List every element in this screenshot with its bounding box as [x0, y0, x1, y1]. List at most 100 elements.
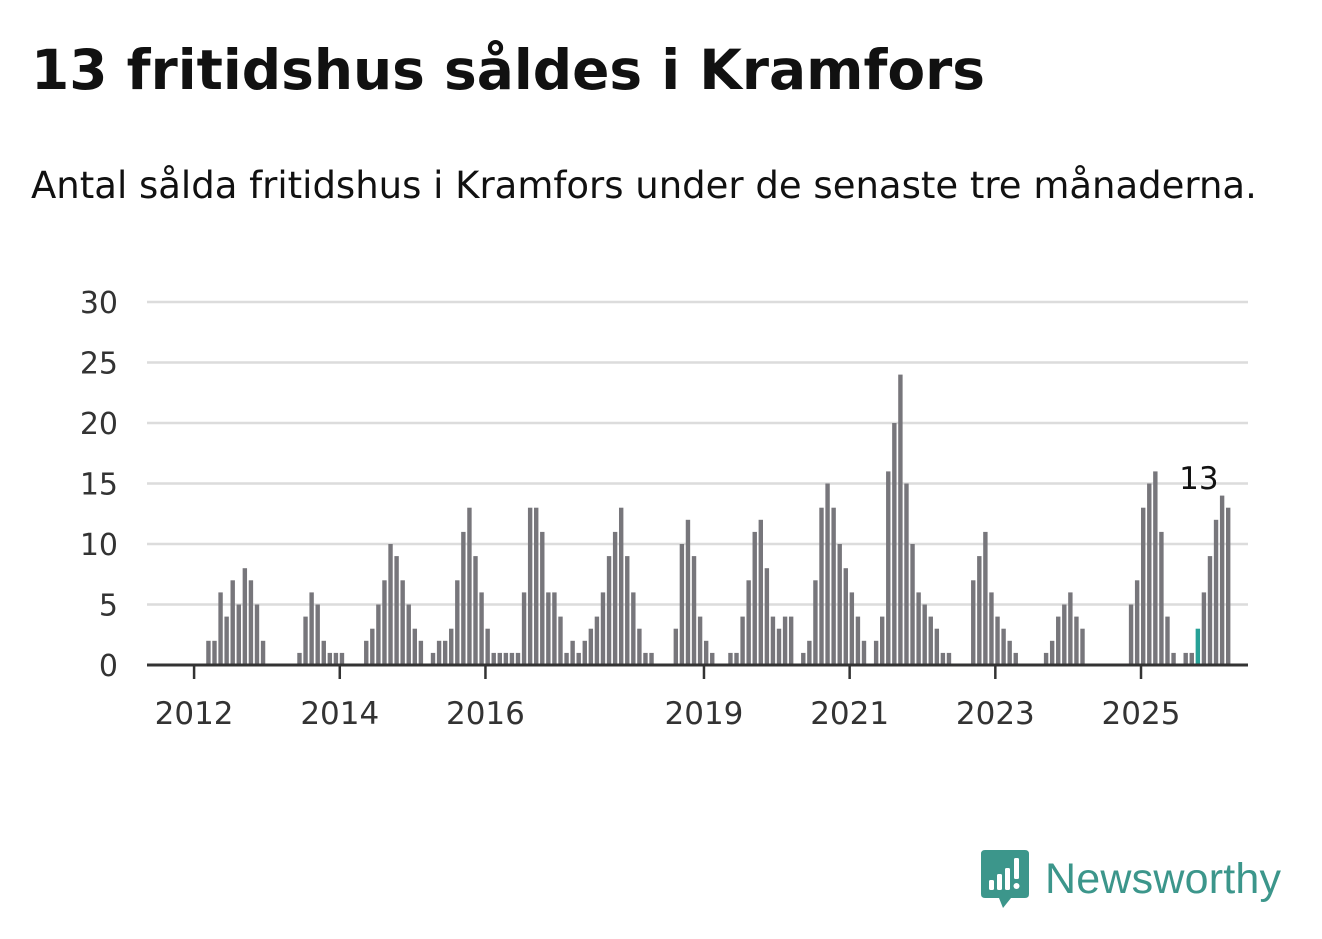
bar — [631, 592, 636, 665]
bar — [1068, 592, 1073, 665]
bar — [1201, 592, 1207, 665]
bar — [479, 592, 484, 665]
x-tick-label: 2021 — [810, 696, 889, 732]
bar — [819, 507, 824, 665]
bar — [406, 604, 411, 665]
bar — [971, 580, 976, 665]
bar — [746, 580, 751, 665]
bar — [436, 640, 442, 665]
bar — [983, 531, 988, 665]
bar — [649, 652, 654, 665]
y-tick-label: 20 — [80, 407, 118, 442]
x-tick-label: 2016 — [446, 696, 525, 732]
bar — [1141, 507, 1146, 665]
bar — [418, 640, 424, 665]
bar — [412, 628, 418, 665]
bar — [673, 628, 679, 665]
bar — [606, 556, 612, 665]
bar — [370, 628, 375, 665]
bar — [521, 592, 527, 665]
bar — [940, 652, 946, 665]
bar — [916, 592, 921, 665]
bar — [382, 580, 387, 665]
bar — [1013, 652, 1018, 665]
bar — [752, 531, 757, 665]
bar — [473, 556, 478, 665]
bar — [697, 616, 703, 665]
bar — [855, 616, 861, 665]
bar — [558, 616, 563, 665]
bar — [776, 628, 782, 665]
bar — [224, 616, 229, 665]
value-annotation: 13 — [1179, 461, 1218, 497]
bar — [922, 604, 927, 665]
bar — [643, 652, 648, 665]
bar — [242, 568, 248, 665]
bar — [1007, 640, 1012, 665]
bar — [564, 652, 569, 665]
bar — [388, 544, 393, 665]
bar — [831, 507, 836, 665]
bar — [600, 592, 606, 665]
bar — [509, 652, 515, 665]
bar — [527, 507, 533, 665]
bar — [1219, 495, 1225, 665]
bar — [837, 544, 842, 665]
x-tick-label: 2019 — [665, 696, 744, 732]
bar — [637, 628, 642, 665]
bar — [485, 628, 490, 665]
bar — [546, 592, 551, 665]
bar — [770, 616, 776, 665]
bar — [861, 640, 867, 665]
bar — [886, 471, 891, 665]
bars — [206, 374, 1231, 665]
bar — [1225, 507, 1231, 665]
bar — [625, 556, 630, 665]
bar — [297, 652, 302, 665]
bar — [825, 483, 830, 665]
newsworthy-logo-icon — [981, 850, 1029, 908]
bar — [892, 423, 897, 665]
bar — [685, 519, 691, 665]
bar — [1134, 580, 1140, 665]
bar — [333, 652, 339, 665]
bar — [679, 544, 685, 665]
bar — [1159, 531, 1164, 665]
bar — [455, 580, 460, 665]
bar — [1074, 616, 1079, 665]
bar — [1062, 604, 1067, 665]
bar — [400, 580, 405, 665]
bar — [376, 604, 381, 665]
y-tick-label: 5 — [99, 589, 118, 624]
bar — [497, 652, 502, 665]
gridlines — [147, 300, 1248, 606]
y-tick-label: 15 — [80, 468, 118, 503]
bar — [764, 568, 770, 665]
bar — [1183, 652, 1188, 665]
bar — [734, 652, 739, 665]
bar — [1207, 556, 1213, 665]
chart-subtitle: Antal sålda fritidshus i Kramfors under … — [31, 164, 1257, 207]
bar — [339, 652, 345, 665]
bar — [254, 604, 260, 665]
bar — [248, 580, 254, 665]
y-tick-label: 30 — [80, 286, 118, 321]
bar — [880, 616, 885, 665]
x-axis-labels: 2012 2014 2016 2019 2021 2023 2025 — [155, 665, 1180, 732]
bar — [740, 616, 745, 665]
bar — [1049, 640, 1055, 665]
bar — [728, 652, 733, 665]
bar — [1213, 519, 1219, 665]
bar — [1043, 652, 1049, 665]
bar — [449, 628, 454, 665]
bar — [807, 640, 812, 665]
bar — [1165, 616, 1170, 665]
bar — [315, 604, 320, 665]
bar — [467, 507, 472, 665]
bar — [873, 640, 879, 665]
bar — [461, 531, 466, 665]
y-tick-label: 0 — [99, 649, 118, 684]
bar — [582, 640, 587, 665]
bar — [570, 640, 575, 665]
